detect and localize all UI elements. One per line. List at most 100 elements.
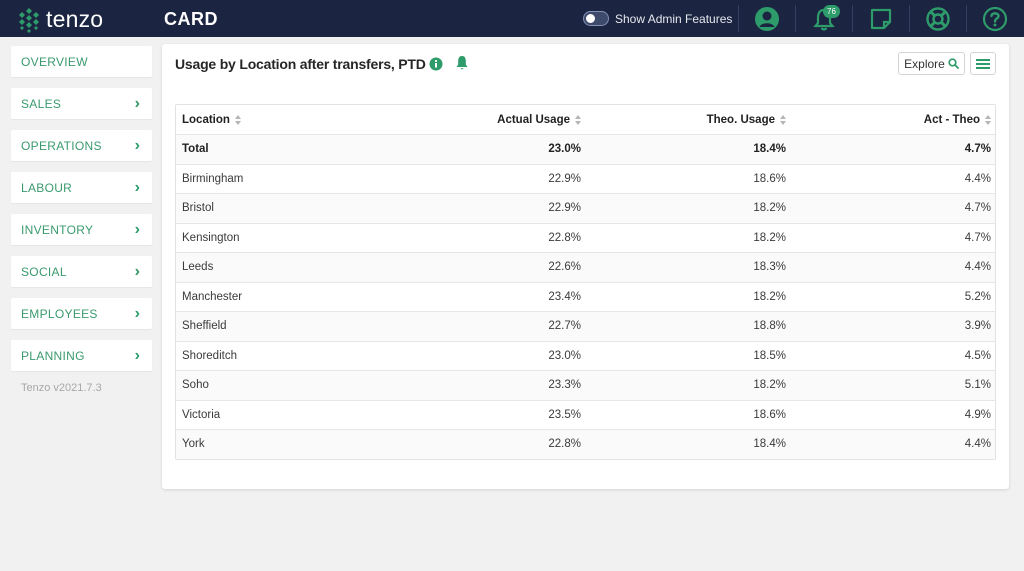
theo-usage-cell: 18.2%: [753, 231, 786, 244]
theo-usage-cell: 18.5%: [753, 349, 786, 362]
location-cell: Manchester: [182, 290, 243, 303]
actual-usage-cell: 23.0%: [548, 349, 581, 362]
location-cell: Total: [182, 143, 209, 156]
top-bar: tenzo CARD Show Admin Features 76: [0, 0, 1024, 37]
sort-icon[interactable]: [985, 114, 991, 125]
theo-usage-cell: 18.3%: [753, 261, 786, 274]
location-cell: Kensington: [182, 231, 240, 244]
divider: [966, 5, 967, 32]
table-header-row: Location Actual Usage Theo. Usage Act - …: [176, 105, 995, 134]
card-title: Usage by Location after transfers, PTD: [175, 56, 426, 72]
usage-table: Location Actual Usage Theo. Usage Act - …: [175, 104, 996, 460]
sort-icon[interactable]: [780, 114, 786, 125]
notes-icon[interactable]: [868, 6, 894, 32]
actual-usage-cell: 22.8%: [548, 438, 581, 451]
sidebar-item-operations[interactable]: OPERATIONS ›: [11, 130, 152, 161]
sort-icon[interactable]: [575, 114, 581, 125]
act-theo-cell: 4.4%: [964, 261, 991, 274]
act-theo-cell: 4.5%: [964, 349, 991, 362]
chevron-right-icon: ›: [134, 304, 140, 322]
sidebar-item-overview[interactable]: OVERVIEW: [11, 46, 152, 77]
info-icon[interactable]: [429, 57, 443, 71]
toggle-knob: [586, 14, 595, 23]
sidebar-item-employees[interactable]: EMPLOYEES ›: [11, 298, 152, 329]
page-title: CARD: [164, 9, 218, 29]
actual-usage-cell: 23.5%: [548, 408, 581, 421]
explore-button[interactable]: Explore: [898, 52, 965, 75]
theo-usage-cell: 18.6%: [753, 172, 786, 185]
table-row: Leeds 22.6% 18.3% 4.4%: [176, 252, 995, 282]
chevron-right-icon: ›: [134, 178, 140, 196]
column-header-act-theo[interactable]: Act - Theo: [786, 114, 991, 126]
table-row: Manchester 23.4% 18.2% 5.2%: [176, 281, 995, 312]
actual-usage-cell: 22.8%: [548, 231, 581, 244]
location-cell: York: [182, 438, 205, 451]
act-theo-cell: 4.4%: [964, 438, 991, 451]
column-header-theo-usage[interactable]: Theo. Usage: [581, 114, 786, 126]
sidebar-item-sales[interactable]: SALES ›: [11, 88, 152, 119]
column-header-label: Location: [182, 113, 230, 126]
sidebar-item-label: SOCIAL: [21, 264, 67, 279]
help-icon[interactable]: [982, 6, 1008, 32]
sidebar-item-label: INVENTORY: [21, 222, 94, 237]
actual-usage-cell: 23.4%: [548, 290, 581, 303]
card-menu-button[interactable]: [970, 52, 996, 75]
table-body: Total 23.0% 18.4% 4.7% Birmingham 22.9% 18.6% 4…: [176, 134, 995, 459]
column-header-location[interactable]: Location: [176, 114, 386, 126]
usage-card: Usage by Location after transfers, PTD E…: [162, 44, 1009, 489]
divider: [852, 5, 853, 32]
chevron-right-icon: ›: [134, 94, 140, 112]
sort-icon[interactable]: [234, 114, 241, 125]
act-theo-cell: 5.2%: [964, 290, 991, 303]
user-profile-icon[interactable]: [754, 6, 780, 32]
sidebar-nav: OVERVIEW SALES › OPERATIONS › LABOUR › I…: [11, 46, 152, 394]
sidebar-item-social[interactable]: SOCIAL ›: [11, 256, 152, 287]
theo-usage-cell: 18.4%: [753, 143, 786, 156]
actual-usage-cell: 22.6%: [548, 261, 581, 274]
theo-usage-cell: 18.4%: [753, 438, 786, 451]
notification-count-badge: 76: [823, 5, 840, 18]
sidebar-item-planning[interactable]: PLANNING ›: [11, 340, 152, 371]
act-theo-cell: 5.1%: [964, 379, 991, 392]
location-cell: Victoria: [182, 408, 221, 421]
explore-button-label: Explore: [904, 56, 945, 71]
admin-features-label: Show Admin Features: [615, 12, 733, 26]
theo-usage-cell: 18.2%: [753, 290, 786, 303]
chevron-right-icon: ›: [134, 346, 140, 364]
sidebar-item-label: LABOUR: [21, 180, 73, 195]
hamburger-menu-icon: [976, 58, 990, 69]
act-theo-cell: 4.9%: [964, 408, 991, 421]
table-row: Birmingham 22.9% 18.6% 4.4%: [176, 163, 995, 194]
location-cell: Birmingham: [182, 172, 244, 185]
column-header-label: Theo. Usage: [706, 113, 775, 126]
act-theo-cell: 4.7%: [964, 202, 991, 215]
actual-usage-cell: 22.7%: [548, 320, 581, 333]
table-row: Soho 23.3% 18.2% 5.1%: [176, 370, 995, 400]
column-header-label: Act - Theo: [923, 113, 980, 126]
table-row: Victoria 23.5% 18.6% 4.9%: [176, 399, 995, 430]
divider: [738, 5, 739, 32]
sidebar-item-labour[interactable]: LABOUR ›: [11, 172, 152, 203]
alert-bell-icon[interactable]: [455, 55, 469, 71]
admin-features-toggle[interactable]: [583, 11, 609, 26]
app-version: Tenzo v2021.7.3: [21, 382, 102, 394]
logo-text: tenzo: [46, 6, 104, 32]
chevron-right-icon: ›: [134, 220, 140, 238]
sidebar-item-inventory[interactable]: INVENTORY ›: [11, 214, 152, 245]
actual-usage-cell: 23.3%: [548, 379, 581, 392]
column-header-actual-usage[interactable]: Actual Usage: [386, 114, 581, 126]
tenzo-logo[interactable]: tenzo: [17, 6, 103, 33]
location-cell: Shoreditch: [182, 349, 237, 362]
support-lifebuoy-icon[interactable]: [925, 6, 951, 32]
sidebar-item-label: OPERATIONS: [21, 138, 102, 153]
tenzo-logo-icon: [19, 7, 39, 33]
divider: [795, 5, 796, 32]
theo-usage-cell: 18.8%: [753, 320, 786, 333]
table-row: York 22.8% 18.4% 4.4%: [176, 429, 995, 459]
table-row: Bristol 22.9% 18.2% 4.7%: [176, 193, 995, 223]
location-cell: Soho: [182, 379, 209, 392]
theo-usage-cell: 18.2%: [753, 202, 786, 215]
column-header-label: Actual Usage: [497, 113, 570, 126]
act-theo-cell: 4.4%: [964, 172, 991, 185]
search-icon: [948, 58, 959, 69]
